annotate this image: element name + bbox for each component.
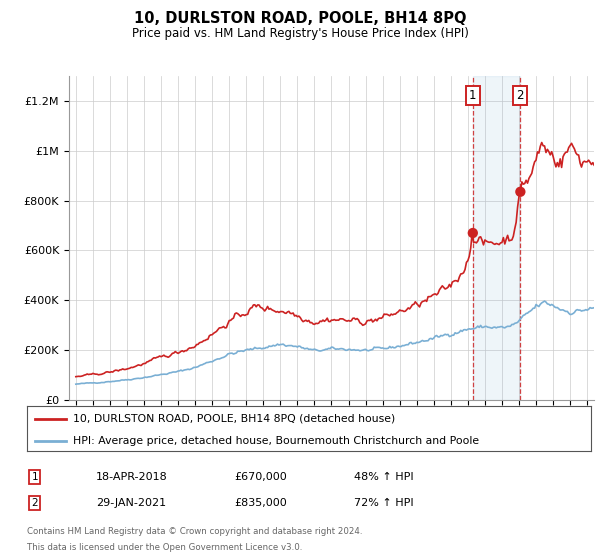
Point: [515, 187, 525, 196]
Text: 18-APR-2018: 18-APR-2018: [96, 472, 168, 482]
Text: 2: 2: [31, 498, 38, 508]
Text: 72% ↑ HPI: 72% ↑ HPI: [354, 498, 413, 508]
Text: HPI: Average price, detached house, Bournemouth Christchurch and Poole: HPI: Average price, detached house, Bour…: [73, 436, 479, 446]
Text: 10, DURLSTON ROAD, POOLE, BH14 8PQ: 10, DURLSTON ROAD, POOLE, BH14 8PQ: [134, 11, 466, 26]
Text: 1: 1: [469, 89, 476, 102]
Text: 1: 1: [31, 472, 38, 482]
Text: 10, DURLSTON ROAD, POOLE, BH14 8PQ (detached house): 10, DURLSTON ROAD, POOLE, BH14 8PQ (deta…: [73, 413, 395, 423]
Text: 2: 2: [517, 89, 524, 102]
Point: [468, 228, 478, 237]
Text: Contains HM Land Registry data © Crown copyright and database right 2024.: Contains HM Land Registry data © Crown c…: [27, 528, 362, 536]
Text: £835,000: £835,000: [234, 498, 287, 508]
Text: Price paid vs. HM Land Registry's House Price Index (HPI): Price paid vs. HM Land Registry's House …: [131, 27, 469, 40]
Bar: [473, 76, 520, 400]
Text: 48% ↑ HPI: 48% ↑ HPI: [354, 472, 413, 482]
Text: £670,000: £670,000: [234, 472, 287, 482]
Text: 29-JAN-2021: 29-JAN-2021: [96, 498, 166, 508]
Text: This data is licensed under the Open Government Licence v3.0.: This data is licensed under the Open Gov…: [27, 543, 302, 552]
